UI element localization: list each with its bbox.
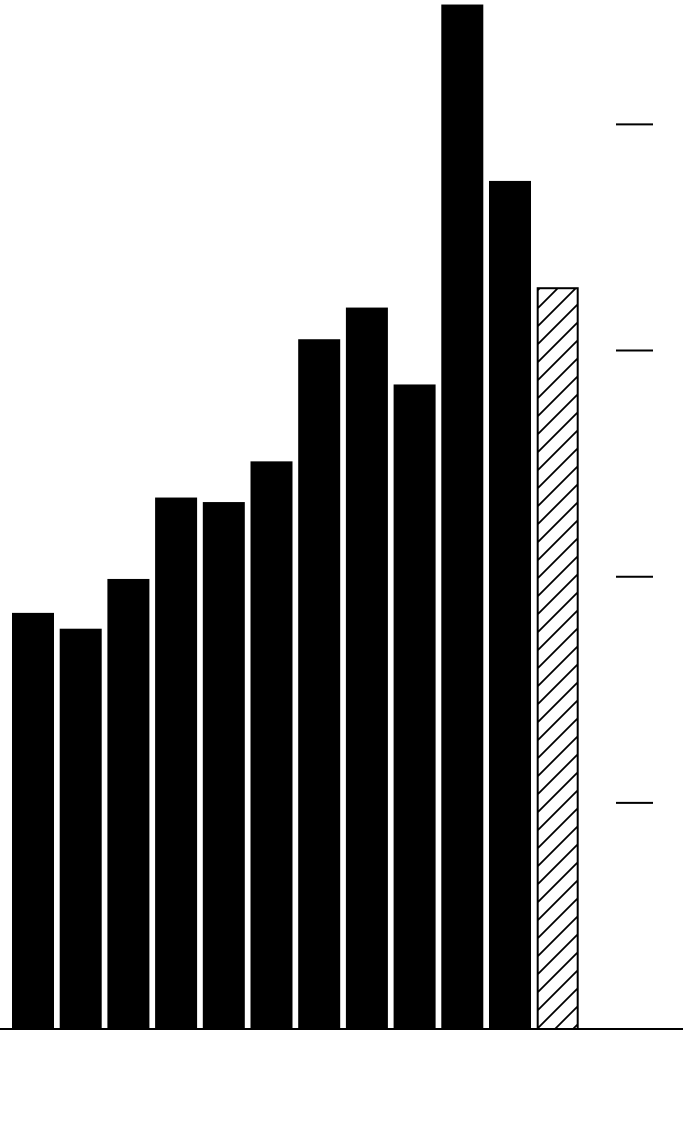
bar (155, 497, 198, 1029)
bar (489, 180, 531, 1029)
bar (107, 578, 150, 1029)
bar (345, 307, 388, 1030)
bar (536, 287, 579, 1030)
bar (12, 612, 54, 1029)
bar (202, 502, 245, 1029)
bar (298, 339, 341, 1029)
bar (441, 4, 484, 1030)
bar (59, 628, 102, 1029)
bar (393, 384, 436, 1029)
bar (250, 461, 293, 1029)
